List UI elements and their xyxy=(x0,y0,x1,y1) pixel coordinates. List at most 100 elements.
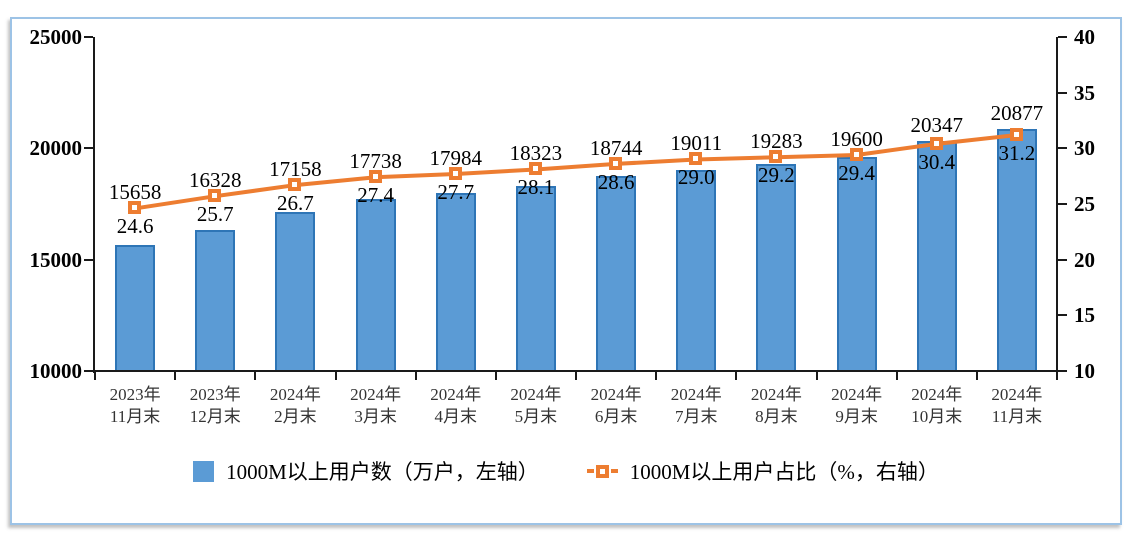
legend-item-bar-series: 1000M以上用户数（万户，左轴） xyxy=(193,456,539,486)
bottom-axis-tick xyxy=(575,372,577,380)
legend-label-line-series: 1000M以上用户占比（%，右轴） xyxy=(629,460,939,484)
right-axis-tick-label: 10 xyxy=(1074,359,1095,383)
bar xyxy=(515,185,556,371)
x-axis-category-label: 2024年 7月末 xyxy=(670,385,722,426)
bar xyxy=(676,170,717,371)
bar xyxy=(115,245,156,371)
line-point-marker xyxy=(128,201,142,215)
line-value-label: 28.6 xyxy=(597,169,635,194)
line-series-swatch-icon xyxy=(586,464,618,478)
legend: 1000M以上用户数（万户，左轴） 1000M以上用户占比（%，右轴） xyxy=(12,454,1120,488)
bottom-axis-tick xyxy=(334,372,337,380)
bar xyxy=(836,157,877,371)
line-point-marker xyxy=(769,150,783,164)
bar xyxy=(275,211,316,371)
bottom-axis-tick xyxy=(94,372,96,380)
line-dash-icon xyxy=(610,469,618,473)
bottom-axis-tick xyxy=(254,372,257,380)
bottom-axis-tick xyxy=(494,372,497,380)
bottom-axis-tick xyxy=(414,372,417,380)
bottom-axis-tick xyxy=(815,372,818,380)
x-axis-category-label: 2024年 3月末 xyxy=(350,385,402,426)
line-value-label: 29.2 xyxy=(758,163,795,188)
x-axis-category-label: 2024年 6月末 xyxy=(590,385,642,426)
bottom-axis-tick xyxy=(895,372,898,380)
right-axis-tick-label: 25 xyxy=(1074,192,1095,216)
x-axis-category-label: 2024年 5月末 xyxy=(510,385,562,426)
bar-value-label: 19011 xyxy=(670,131,723,156)
right-axis-tick xyxy=(1058,370,1067,372)
bar xyxy=(435,193,476,371)
right-axis-tick xyxy=(1058,258,1067,261)
right-axis-tick xyxy=(1058,314,1067,317)
bar-value-label: 17158 xyxy=(269,157,322,182)
line-value-label: 30.4 xyxy=(918,149,956,174)
right-axis-tick xyxy=(1058,203,1067,205)
x-axis-category-label: 2024年 10月末 xyxy=(911,385,963,426)
line-point-marker xyxy=(288,178,302,192)
bar-value-label: 19283 xyxy=(750,129,803,154)
x-axis-category-label: 2024年 8月末 xyxy=(750,385,802,426)
line-value-label: 31.2 xyxy=(998,140,1036,165)
bottom-axis-tick xyxy=(735,372,738,380)
line-point-marker xyxy=(609,156,623,170)
x-axis-category-label: 2023年 11月末 xyxy=(109,385,161,426)
line-dash-icon xyxy=(586,469,594,473)
legend-label-bar-series: 1000M以上用户数（万户，左轴） xyxy=(226,460,539,484)
right-axis-tick-label: 15 xyxy=(1074,303,1095,328)
left-axis-tick-label: 20000 xyxy=(29,136,83,161)
line-point-marker xyxy=(1009,127,1023,141)
right-axis-tick-label: 35 xyxy=(1074,80,1095,105)
line-point-marker xyxy=(929,136,943,150)
bar-value-label: 20877 xyxy=(990,100,1044,125)
bar xyxy=(996,128,1037,371)
bar-value-label: 19600 xyxy=(830,127,883,151)
left-axis-tick xyxy=(84,36,93,38)
line-point-marker xyxy=(448,166,462,180)
bottom-axis-tick xyxy=(655,372,658,380)
bottom-axis-tick xyxy=(975,372,978,380)
line-point-marker xyxy=(528,162,542,176)
line-value-label: 29.4 xyxy=(838,161,875,185)
x-axis-category-label: 2024年 4月末 xyxy=(430,385,482,426)
line-value-label: 27.4 xyxy=(357,183,394,208)
line-value-label: 27.7 xyxy=(437,179,475,204)
bar-value-label: 17738 xyxy=(349,149,402,174)
left-axis-tick-label: 15000 xyxy=(29,247,83,272)
bar-value-label: 17984 xyxy=(429,145,483,170)
bottom-axis xyxy=(93,370,1058,372)
bar-value-label: 18323 xyxy=(509,141,563,166)
bar-value-label: 18744 xyxy=(589,135,643,160)
bar xyxy=(596,176,637,371)
right-axis-tick xyxy=(1058,147,1067,150)
left-axis-tick xyxy=(84,370,93,372)
left-axis-tick xyxy=(84,147,93,150)
bar xyxy=(195,230,236,371)
line-point-marker xyxy=(208,189,222,203)
bar-value-label: 20347 xyxy=(910,112,964,137)
line-value-label: 24.6 xyxy=(116,214,154,239)
x-axis-category-label: 2024年 9月末 xyxy=(831,385,883,426)
x-axis-category-label: 2024年 2月末 xyxy=(269,385,321,426)
bar xyxy=(756,164,797,371)
right-axis-tick-label: 40 xyxy=(1074,25,1095,49)
left-axis-tick xyxy=(84,258,93,261)
bar xyxy=(355,198,396,371)
x-axis-category-label: 2023年 12月末 xyxy=(189,385,241,426)
right-axis xyxy=(1056,37,1058,373)
line-value-label: 26.7 xyxy=(277,191,314,216)
bar-series-swatch-icon xyxy=(193,460,215,482)
right-axis-tick-label: 30 xyxy=(1074,136,1095,161)
right-axis-tick xyxy=(1058,36,1067,38)
line-point-marker xyxy=(849,148,863,161)
right-axis-tick-label: 20 xyxy=(1074,247,1095,272)
legend-item-line-series: 1000M以上用户占比（%，右轴） xyxy=(586,456,939,486)
bottom-axis-tick xyxy=(1056,372,1058,380)
left-axis-tick-label: 25000 xyxy=(29,25,83,49)
line-point-marker xyxy=(368,170,382,184)
line-value-label: 28.1 xyxy=(517,175,555,200)
x-axis-category-label: 2024年 11月末 xyxy=(991,385,1043,426)
bar-value-label: 16328 xyxy=(189,168,242,193)
